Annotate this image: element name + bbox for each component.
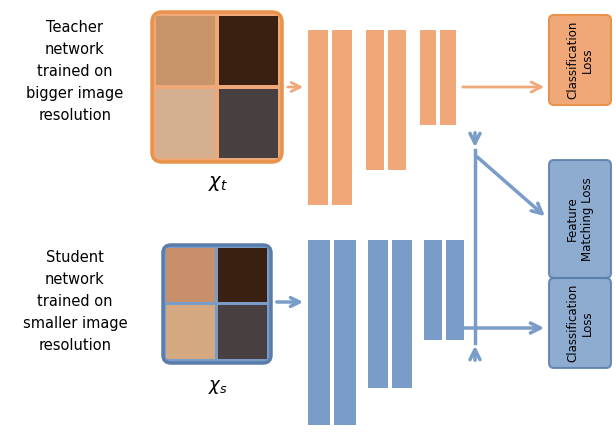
Text: resolution: resolution <box>38 338 111 353</box>
Text: network: network <box>45 42 105 57</box>
Bar <box>308 240 330 425</box>
Bar <box>368 240 388 388</box>
Text: $\chi_t$: $\chi_t$ <box>208 174 228 193</box>
Bar <box>366 30 384 170</box>
Text: smaller image: smaller image <box>23 316 128 331</box>
FancyBboxPatch shape <box>549 278 611 368</box>
Bar <box>219 89 278 158</box>
Bar <box>420 30 436 125</box>
Text: resolution: resolution <box>38 108 111 123</box>
Text: trained on: trained on <box>37 64 113 79</box>
Text: trained on: trained on <box>37 294 113 309</box>
Bar <box>388 30 406 170</box>
Bar <box>156 89 215 158</box>
Bar <box>334 240 356 425</box>
Bar <box>440 30 456 125</box>
Text: Student: Student <box>46 250 104 265</box>
Bar <box>446 240 464 340</box>
Text: Classification
Loss: Classification Loss <box>566 21 594 99</box>
Text: Teacher: Teacher <box>46 20 103 35</box>
FancyBboxPatch shape <box>163 245 271 363</box>
Text: bigger image: bigger image <box>26 86 124 101</box>
Bar <box>332 30 352 205</box>
Bar <box>308 30 328 205</box>
Text: $\chi_s$: $\chi_s$ <box>208 378 228 396</box>
Text: Feature
Matching Loss: Feature Matching Loss <box>566 177 594 261</box>
Bar <box>218 248 267 302</box>
Bar <box>219 16 278 85</box>
Bar <box>424 240 442 340</box>
Bar <box>166 305 215 359</box>
Bar <box>156 16 215 85</box>
Text: Classification
Loss: Classification Loss <box>566 284 594 362</box>
FancyBboxPatch shape <box>152 12 282 162</box>
Text: network: network <box>45 272 105 287</box>
Bar <box>218 305 267 359</box>
FancyBboxPatch shape <box>549 160 611 278</box>
FancyBboxPatch shape <box>549 15 611 105</box>
Bar <box>392 240 412 388</box>
Bar <box>166 248 215 302</box>
